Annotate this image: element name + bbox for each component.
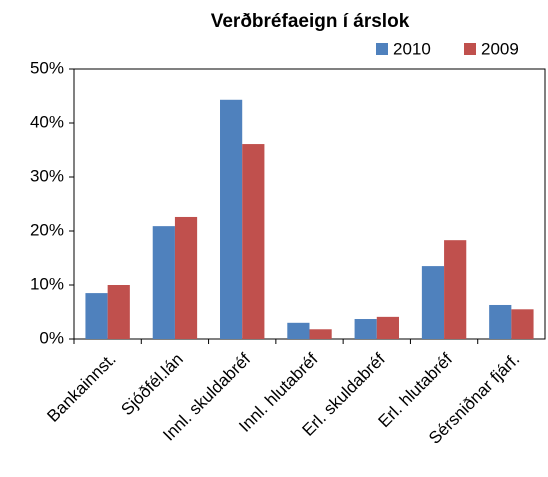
y-tick-label: 0%: [39, 328, 64, 347]
bar: [444, 240, 467, 339]
x-tick-label: Sjóðfél.lán: [117, 350, 187, 420]
bar: [152, 226, 175, 339]
bar: [354, 319, 377, 339]
y-tick-label: 30%: [30, 166, 64, 185]
legend-swatch: [464, 43, 476, 55]
legend-label: 2010: [393, 39, 431, 58]
chart-title: Verðbréfaeign í árslok: [211, 11, 410, 32]
bar: [376, 316, 399, 339]
bar: [85, 293, 108, 339]
bar: [107, 285, 130, 339]
y-tick-label: 20%: [30, 220, 64, 239]
plot-frame: [73, 68, 546, 340]
bar: [511, 309, 534, 339]
bar: [220, 99, 243, 339]
x-tick-label: Bankainnst.: [43, 350, 119, 426]
bar: [287, 322, 310, 339]
legend-swatch: [376, 43, 388, 55]
bar: [309, 329, 332, 339]
y-tick-label: 10%: [30, 274, 64, 293]
bar: [421, 266, 445, 339]
bar: [174, 216, 198, 339]
legend-label: 2009: [481, 39, 519, 58]
bar: [242, 144, 265, 339]
y-tick-label: 40%: [30, 112, 64, 131]
bar: [489, 304, 512, 339]
y-tick-label: 50%: [30, 58, 64, 77]
